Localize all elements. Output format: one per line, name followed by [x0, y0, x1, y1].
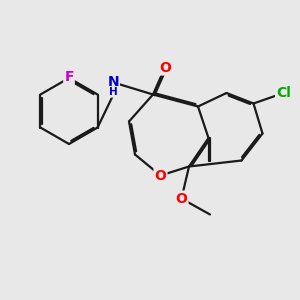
Text: O: O — [154, 169, 166, 182]
Text: O: O — [176, 192, 188, 206]
Text: O: O — [159, 61, 171, 74]
Text: F: F — [64, 70, 74, 84]
Text: H: H — [109, 87, 118, 97]
Text: Cl: Cl — [276, 86, 291, 100]
Text: N: N — [107, 75, 119, 89]
